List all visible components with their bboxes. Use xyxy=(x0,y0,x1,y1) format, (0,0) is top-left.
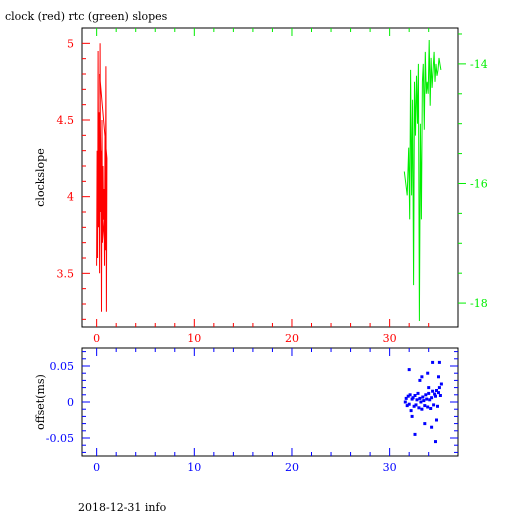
left-y-tick-label: 3.5 xyxy=(57,267,75,280)
offset-point xyxy=(419,400,423,404)
lower-y-axis-label: offset(ms) xyxy=(34,374,47,430)
offset-point xyxy=(436,404,439,408)
right-y-tick-label: -14 xyxy=(470,58,488,71)
upper-x-tick-label: 20 xyxy=(285,332,299,345)
offset-point xyxy=(425,397,429,401)
offset-point xyxy=(413,394,417,397)
offset-point xyxy=(437,386,441,390)
lower-y-tick-label: 0.05 xyxy=(50,360,75,373)
offset-point xyxy=(423,422,427,426)
offset-point xyxy=(421,395,425,399)
offset-point xyxy=(430,396,434,400)
upper-plot-frame xyxy=(81,27,459,328)
offset-point xyxy=(435,389,438,392)
offset-point xyxy=(416,391,420,395)
chart-title: clock (red) rtc (green) slopes xyxy=(5,10,168,23)
upper-x-tick-label: 30 xyxy=(383,332,397,345)
right-y-tick-label: -16 xyxy=(470,177,488,190)
offset-point xyxy=(429,407,433,410)
clock-series-line xyxy=(96,43,108,312)
offset-point xyxy=(437,375,440,379)
offset-point xyxy=(415,398,419,402)
offset-point xyxy=(426,405,430,409)
offset-point xyxy=(403,400,407,404)
lower-y-tick-label: 0 xyxy=(67,396,74,409)
lower-x-tick-label: 0 xyxy=(93,461,100,474)
right-y-tick-label: -18 xyxy=(470,297,488,310)
footer-date-info: 2018-12-31 info xyxy=(78,501,167,512)
left-y-tick-label: 5 xyxy=(67,37,74,50)
offset-point xyxy=(431,389,435,393)
offset-point xyxy=(426,371,430,375)
upper-x-tick-label: 10 xyxy=(187,332,201,345)
offset-point xyxy=(420,407,424,411)
offset-point xyxy=(434,440,437,444)
offset-point xyxy=(428,398,432,402)
lower-x-tick-label: 30 xyxy=(383,461,397,474)
offset-point xyxy=(418,378,422,382)
offset-point xyxy=(437,391,440,395)
offset-point xyxy=(404,396,408,400)
offset-point xyxy=(409,409,413,413)
lower-x-tick-label: 20 xyxy=(285,461,299,474)
upper-x-tick-label: 0 xyxy=(93,332,100,345)
lower-y-tick-label: -0.05 xyxy=(46,432,74,445)
offset-point xyxy=(410,414,414,418)
offset-point xyxy=(430,425,434,429)
offset-point xyxy=(413,432,417,436)
offset-point xyxy=(422,399,426,403)
offset-point xyxy=(406,394,410,398)
offset-point xyxy=(437,360,441,364)
offset-point xyxy=(418,396,422,400)
offset-point xyxy=(439,382,443,386)
left-y-tick-label: 4.5 xyxy=(57,114,75,127)
offset-point xyxy=(412,404,416,408)
offset-point xyxy=(420,375,424,379)
offset-point xyxy=(438,394,442,397)
left-y-tick-label: 4 xyxy=(67,191,74,204)
offset-point xyxy=(424,393,428,397)
offset-point xyxy=(417,406,421,410)
offset-point xyxy=(414,403,418,407)
offset-point xyxy=(405,404,409,408)
offset-point xyxy=(408,393,412,397)
rtc-series-line xyxy=(403,39,442,322)
offset-point xyxy=(411,396,415,400)
lower-plot-frame xyxy=(81,347,459,457)
offset-point xyxy=(423,404,427,408)
upper-y-axis-label: clockslope xyxy=(34,148,47,206)
offset-point xyxy=(407,368,411,372)
offset-point xyxy=(434,394,437,398)
offset-point xyxy=(427,391,431,395)
offset-point xyxy=(427,386,431,390)
lower-x-tick-label: 10 xyxy=(187,461,201,474)
offset-point xyxy=(431,360,435,364)
offset-point xyxy=(407,402,411,406)
offset-point xyxy=(432,403,436,407)
lower-plot-marks: 0 10 20 30 0.05 0 -0.05 xyxy=(46,348,458,474)
offset-point xyxy=(433,392,437,396)
upper-plot-marks: 0 10 20 30 3.5 4 4.5 5 -14 -16 -18 xyxy=(57,28,488,345)
offset-point xyxy=(435,418,438,422)
